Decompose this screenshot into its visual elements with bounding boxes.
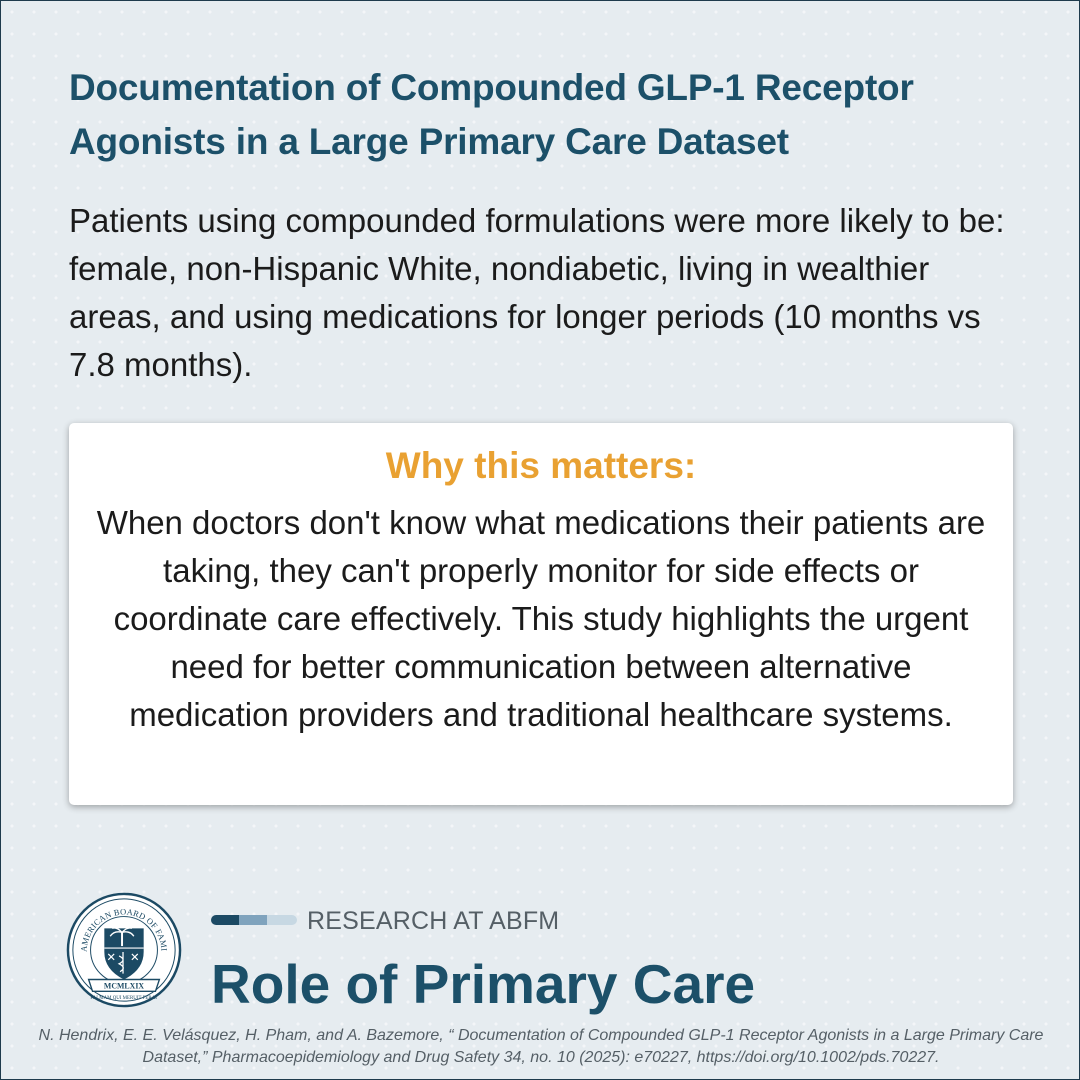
callout-text: When doctors don't know what medications… bbox=[96, 504, 986, 733]
brand-bar-segment-1 bbox=[211, 915, 239, 925]
brand-color-bar bbox=[211, 915, 297, 925]
research-label: RESEARCH AT ABFM bbox=[307, 907, 560, 935]
callout-heading: Why this matters: bbox=[385, 445, 697, 486]
page-title: Documentation of Compounded GLP-1 Recept… bbox=[69, 67, 914, 162]
why-it-matters-card: Why this matters: When doctors don't kno… bbox=[69, 423, 1013, 805]
brand-bar-segment-3 bbox=[267, 915, 297, 925]
seal-ribbon-text: MCMLXIX bbox=[104, 981, 144, 990]
abfm-seal-icon: AMERICAN BOARD OF FAMILY MEDICINE MCMLXI… bbox=[65, 891, 182, 1008]
seal-motto-text: PALMAM QUI MERUIT FERAT bbox=[90, 996, 157, 1001]
summary-text: Patients using compounded formulations w… bbox=[69, 202, 1005, 383]
brand-bar-segment-2 bbox=[239, 915, 267, 925]
citation-text: N. Hendrix, E. E. Velásquez, H. Pham, an… bbox=[38, 1027, 1044, 1066]
series-title: Role of Primary Care bbox=[211, 953, 756, 1015]
